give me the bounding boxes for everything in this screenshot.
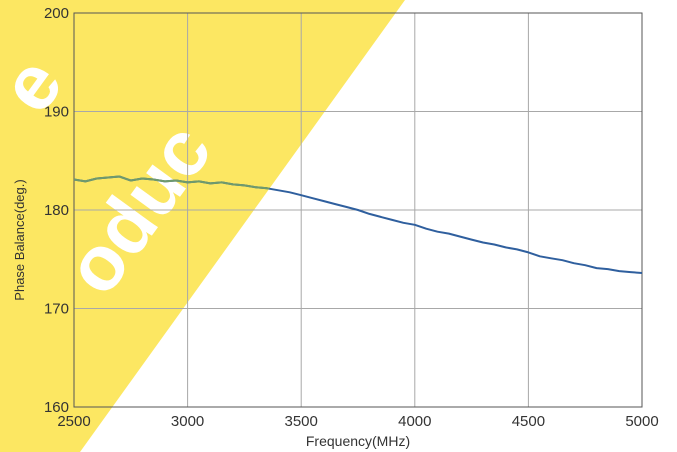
x-tick-label-4: 4500 xyxy=(512,413,545,430)
x-tick-labels: 2500 3000 3500 4000 4500 5000 xyxy=(57,413,658,430)
y-tick-labels: 160 170 180 190 200 xyxy=(44,5,69,416)
x-axis-title: Frequency(MHz) xyxy=(306,433,410,449)
x-tick-label-3: 4000 xyxy=(398,413,431,430)
y-tick-label-0: 160 xyxy=(44,399,69,416)
y-tick-label-4: 200 xyxy=(44,5,69,22)
series-layer xyxy=(73,175,643,274)
x-tick-label-0: 2500 xyxy=(57,413,90,430)
x-tick-label-2: 3500 xyxy=(285,413,318,430)
x-tick-label-5: 5000 xyxy=(625,413,658,430)
y-axis-title: Phase Balance(deg.) xyxy=(12,179,27,300)
y-tick-label-1: 170 xyxy=(44,301,69,318)
x-tick-label-1: 3000 xyxy=(171,413,204,430)
plot-frame xyxy=(73,12,643,408)
watermark: e oduc xyxy=(0,0,405,452)
y-tick-label-2: 180 xyxy=(44,202,69,219)
watermark-band xyxy=(0,0,405,452)
y-tick-label-3: 190 xyxy=(44,104,69,121)
